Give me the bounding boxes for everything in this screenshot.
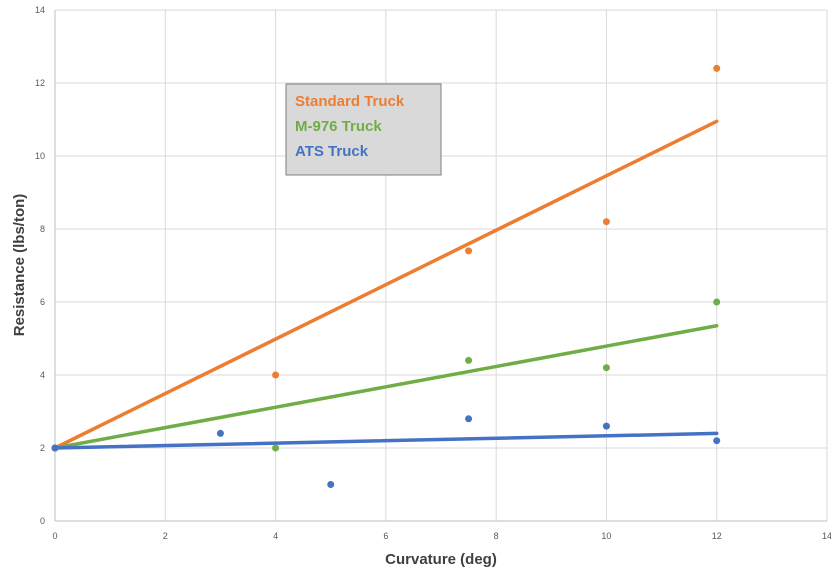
- data-point-ats-truck: [327, 481, 335, 488]
- trendline-standard-truck: [53, 119, 719, 450]
- legend-entry-standard-truck: Standard Truck: [295, 93, 405, 110]
- data-point-ats-truck: [216, 429, 224, 437]
- y-tick-label: 14: [35, 5, 45, 15]
- legend: Standard Truck M-976 Truck ATS Truck: [285, 83, 442, 176]
- x-tick-label: 6: [383, 531, 388, 541]
- data-point-m-976-truck: [272, 444, 280, 452]
- data-point-ats-truck: [465, 415, 473, 423]
- y-tick-label: 4: [40, 370, 45, 380]
- data-point-standard-truck: [272, 371, 280, 379]
- data-point-ats-truck: [51, 444, 59, 452]
- axis-layer: [54, 10, 827, 522]
- x-tick-label: 0: [52, 531, 57, 541]
- legend-entry-m976-truck: M-976 Truck: [295, 118, 382, 135]
- grid-layer: [55, 9, 828, 521]
- trendline-ats-truck: [53, 431, 719, 450]
- data-point-standard-truck: [713, 64, 721, 72]
- y-tick-label: 10: [35, 151, 45, 161]
- x-axis-title: Curvature (deg): [385, 551, 497, 568]
- x-tick-label: 2: [163, 531, 168, 541]
- data-point-ats-truck: [602, 422, 610, 430]
- y-tick-label: 8: [40, 224, 45, 234]
- data-point-ats-truck: [713, 437, 721, 445]
- trendline-layer: [53, 119, 719, 450]
- x-tick-label: 14: [822, 531, 831, 541]
- x-tick-label: 12: [712, 531, 722, 541]
- data-point-m-976-truck: [713, 298, 721, 306]
- legend-box: [285, 83, 442, 176]
- trendline-m-976-truck: [53, 323, 719, 450]
- y-tick-label: 0: [40, 516, 45, 526]
- y-tick-label: 6: [40, 297, 45, 307]
- legend-entry-ats-truck: ATS Truck: [295, 143, 369, 160]
- point-layer: [51, 64, 721, 488]
- data-point-standard-truck: [602, 218, 610, 226]
- y-tick-label: 12: [35, 78, 45, 88]
- data-point-m-976-truck: [602, 364, 610, 372]
- tick-label-layer: 0 2 4 6 8 10 12 14 0 2 4 6 8 10 12 14: [35, 5, 831, 541]
- y-tick-label: 2: [40, 443, 45, 453]
- x-tick-label: 4: [273, 531, 278, 541]
- x-tick-label: 10: [601, 531, 611, 541]
- data-point-standard-truck: [465, 247, 473, 255]
- x-tick-label: 8: [494, 531, 499, 541]
- y-axis-title: Resistance (lbs/ton): [11, 194, 28, 337]
- data-point-m-976-truck: [465, 356, 473, 364]
